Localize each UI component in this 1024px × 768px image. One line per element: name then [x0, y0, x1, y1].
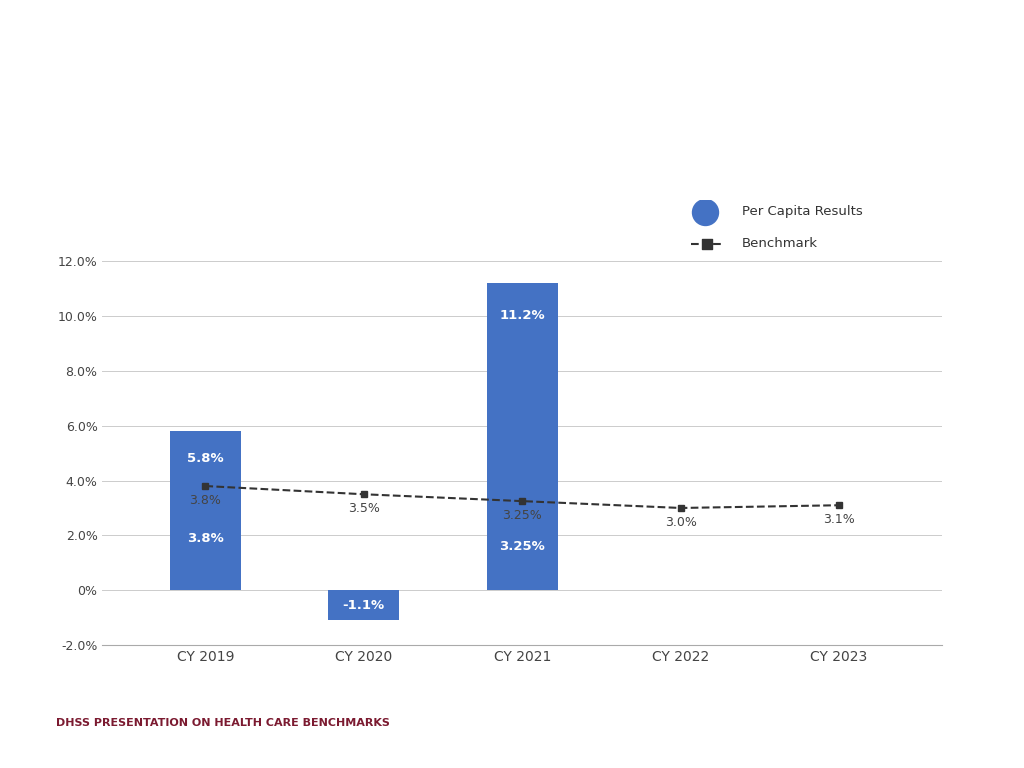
Text: Benchmark: Benchmark [742, 237, 818, 250]
Text: 3.25%: 3.25% [503, 509, 542, 521]
Bar [486, 283, 558, 591]
Text: 5.8%: 5.8% [187, 452, 223, 465]
Text: 3.1%: 3.1% [823, 513, 855, 526]
Text: 3.0%: 3.0% [665, 515, 696, 528]
Text: 3.8%: 3.8% [189, 494, 221, 507]
Text: BENCHMARK: BENCHMARK [93, 161, 301, 188]
Bar [328, 591, 399, 621]
Bar [170, 431, 241, 591]
Text: 11.2%: 11.2% [500, 310, 545, 323]
Text: 3.8%: 3.8% [187, 531, 224, 545]
Text: DHSS PRESENTATION ON HEALTH CARE BENCHMARKS: DHSS PRESENTATION ON HEALTH CARE BENCHMA… [56, 718, 390, 728]
Text: 3.5%: 3.5% [348, 502, 380, 515]
Text: 3.25%: 3.25% [500, 540, 545, 553]
Point [1005, 132, 1021, 144]
Text: -1.1%: -1.1% [343, 599, 385, 612]
Text: THCE PER  CAPITA CHANGE VERSUS: THCE PER CAPITA CHANGE VERSUS [93, 91, 676, 120]
Text: Per Capita Results: Per Capita Results [742, 205, 863, 218]
